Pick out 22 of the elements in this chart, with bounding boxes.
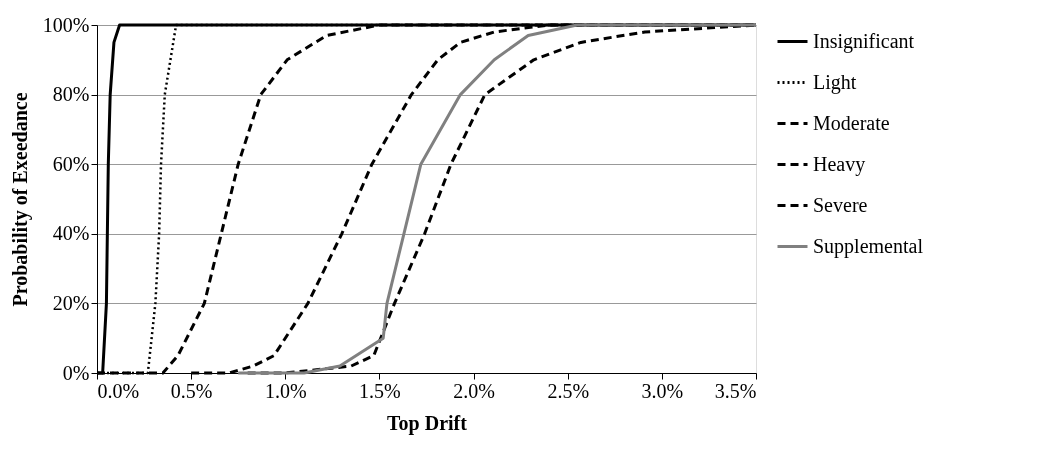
y-tick-label: 0% — [62, 361, 90, 384]
legend-label: Severe — [813, 193, 868, 216]
x-tick-label: 1.0% — [264, 379, 307, 402]
y-tick-label: 40% — [52, 222, 90, 245]
legend-label: Supplemental — [813, 234, 924, 258]
legend-label: Insignificant — [813, 29, 915, 53]
y-axis-title: Probability of Exeedance — [8, 92, 32, 307]
x-axis-title: Top Drift — [387, 411, 468, 435]
x-tick-label: 2.5% — [547, 379, 590, 402]
x-tick-label: 0.0% — [97, 379, 140, 402]
x-tick-label: 3.0% — [641, 379, 684, 402]
x-tick-label: 2.0% — [453, 379, 495, 402]
y-tick-label: 80% — [52, 83, 90, 106]
y-tick-label: 60% — [52, 152, 90, 175]
legend-label: Light — [813, 70, 857, 94]
x-tick-label: 0.5% — [170, 379, 213, 402]
y-tick-label: 100% — [42, 13, 90, 36]
x-tick-label: 1.5% — [359, 379, 401, 402]
y-tick-label: 20% — [52, 291, 90, 314]
legend-label: Moderate — [813, 111, 890, 134]
legend-label: Heavy — [813, 152, 866, 176]
x-tick-label: 3.5% — [714, 379, 757, 402]
